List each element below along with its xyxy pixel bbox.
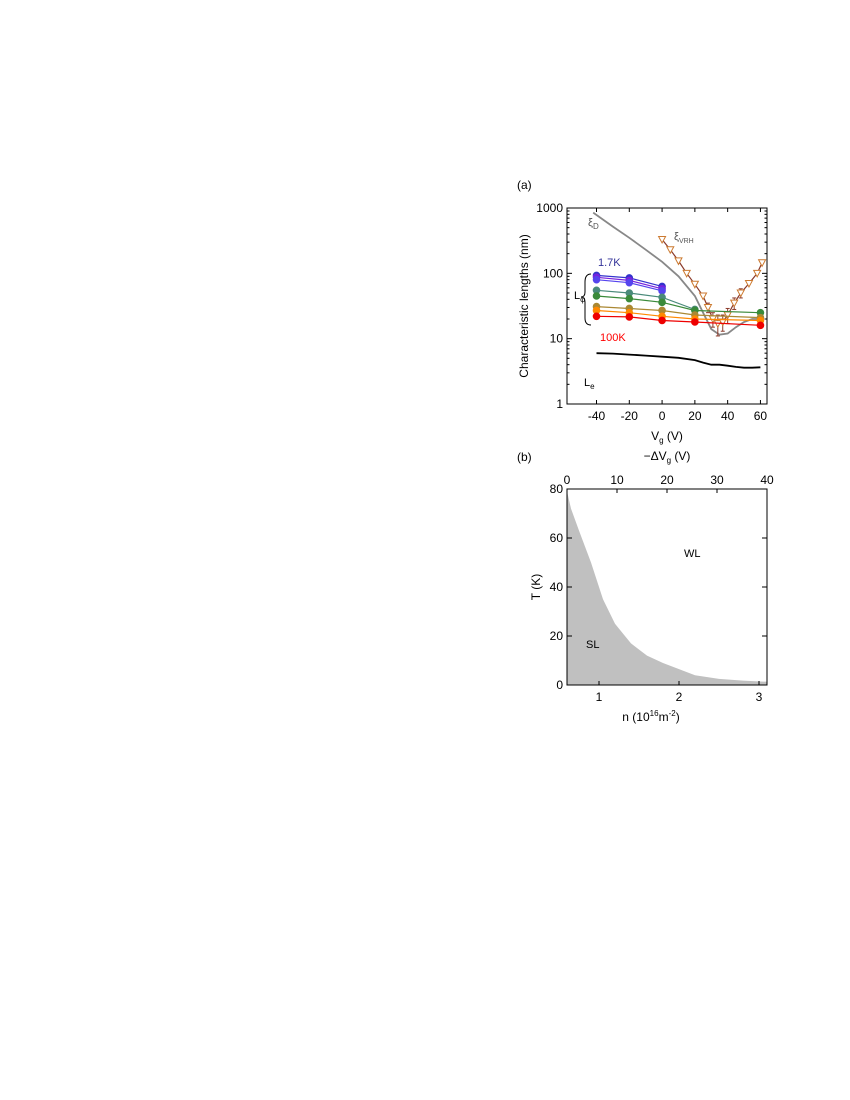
temperature-high-label: 100K [600, 332, 626, 344]
data-point [665, 246, 675, 255]
b-x-tick-label: 3 [756, 690, 763, 704]
data-point [592, 275, 601, 284]
panel-a-y-ticks: 1 10 100 1000 [536, 201, 767, 411]
sl-region-area [567, 491, 767, 685]
data-point [752, 269, 762, 278]
a-x-tick-label: 0 [659, 409, 666, 423]
xi-vrh-label: ξVRH [674, 231, 694, 245]
a-x-tick-label: 60 [754, 409, 768, 423]
data-point [657, 235, 667, 245]
b-x-tick-label: 1 [596, 690, 603, 704]
panel-a-x-ticks: -40 -20 0 20 40 60 [588, 208, 768, 423]
panel-a-plot [592, 211, 767, 369]
data-point [658, 298, 666, 307]
b-y-tick-label: 20 [550, 629, 564, 643]
panel-a-frame [566, 207, 768, 405]
data-point [682, 269, 692, 278]
data-point [674, 257, 683, 266]
data-point [690, 280, 700, 289]
l-phi-brace [580, 273, 592, 326]
a-y-tick-label: 1 [556, 397, 563, 411]
a-y-tick-label: 100 [543, 266, 563, 280]
data-point [658, 287, 666, 295]
b-top-x-tick-label: 0 [564, 473, 571, 487]
series-lphi_8 [592, 312, 765, 330]
panel-b-x-ticks: 1 2 3 [596, 681, 763, 704]
a-x-tick-label: 20 [688, 409, 702, 423]
panel-b-y-axis-label: T (K) [529, 574, 543, 600]
sl-region-label: SL [586, 639, 599, 651]
series-line-xi_d [592, 211, 761, 336]
b-top-x-tick-label: 40 [760, 473, 774, 487]
panel-a-label: (a) [517, 178, 532, 192]
data-point [658, 316, 666, 325]
panel-a-y-axis-label: Characteristic lengths (nm) [517, 234, 531, 377]
data-point [757, 259, 767, 268]
data-point [625, 313, 634, 321]
series-line-l_e [596, 352, 761, 369]
series-xi_vrh [657, 235, 767, 337]
b-x-tick-label: 2 [676, 690, 683, 704]
b-y-tick-label: 40 [550, 580, 564, 594]
series-lphi_3 [592, 275, 666, 295]
data-point [729, 299, 739, 308]
b-top-x-tick-label: 20 [660, 473, 674, 487]
a-y-tick-label: 1000 [536, 201, 563, 215]
data-point [736, 289, 746, 298]
a-x-tick-label: -20 [621, 409, 639, 423]
b-y-tick-label: 60 [550, 531, 564, 545]
xi-d-label: ξD [588, 217, 599, 231]
panel-b-y-ticks: 0 20 40 60 80 [550, 482, 767, 692]
panel-a: (a) -40 -20 0 20 40 60 1 10 100 1000 Characteris… [517, 178, 768, 445]
data-point [744, 279, 754, 289]
data-point [625, 278, 634, 287]
data-point [592, 292, 601, 300]
data-point [703, 303, 713, 313]
panel-b-top-x-ticks: 0 10 20 30 40 [564, 473, 774, 493]
l-e-label: Le [584, 377, 595, 391]
panel-a-x-axis-label: Vg (V) [651, 429, 683, 445]
panel-b-x-axis-label: n (1016m-2) [622, 709, 679, 724]
b-y-tick-label: 80 [550, 482, 564, 496]
data-point [756, 321, 765, 330]
b-y-tick-label: 0 [556, 678, 563, 692]
data-point [691, 318, 699, 326]
data-point [698, 292, 708, 301]
panel-b-top-x-axis-label: −ΔVg (V) [644, 449, 691, 465]
series-line-lphi_4 [596, 289, 696, 311]
panel-a-series [592, 211, 767, 369]
l-phi-label: Lφ [574, 290, 585, 304]
a-x-tick-label: 40 [721, 409, 735, 423]
b-top-x-tick-label: 10 [610, 473, 624, 487]
series-xi_d [592, 211, 761, 336]
data-point [713, 320, 723, 329]
series-l_e [596, 352, 761, 369]
a-y-tick-label: 10 [550, 332, 564, 346]
data-point [592, 312, 601, 321]
temperature-low-label: 1.7K [598, 257, 621, 269]
a-x-tick-label: -40 [588, 409, 606, 423]
data-point [718, 318, 728, 327]
panel-b: (b) −ΔVg (V) 1 2 3 0 10 20 30 40 0 20 40 60 80 T (… [517, 449, 774, 724]
panel-b-label: (b) [517, 450, 532, 464]
wl-region-label: WL [684, 548, 701, 560]
b-top-x-tick-label: 30 [710, 473, 724, 487]
data-point [625, 294, 634, 303]
